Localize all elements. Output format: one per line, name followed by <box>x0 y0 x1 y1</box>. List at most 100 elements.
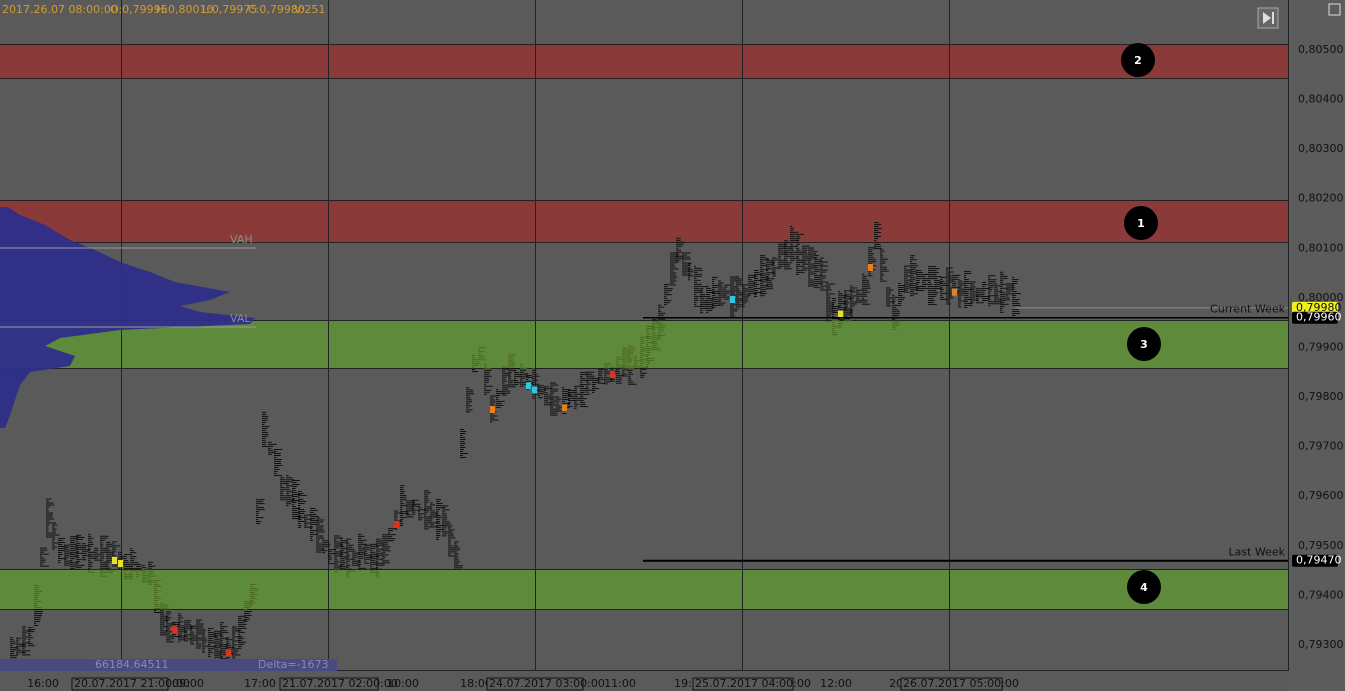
cluster-tick <box>376 552 383 554</box>
cluster-tick <box>100 569 104 571</box>
cluster-tick <box>652 349 661 351</box>
cluster-tick <box>16 647 19 649</box>
date-box <box>692 677 794 691</box>
cluster-tick <box>988 295 997 297</box>
cluster-tick <box>886 287 891 289</box>
cluster-tick <box>286 489 290 491</box>
cluster-tick <box>628 377 632 379</box>
window-button[interactable] <box>1328 3 1341 16</box>
cluster-tick <box>886 293 891 295</box>
cluster-tick <box>910 255 916 257</box>
cluster-tick <box>124 566 133 568</box>
cluster-tick <box>796 271 805 273</box>
cluster-tick <box>280 485 283 487</box>
cluster-tick <box>898 295 903 297</box>
cluster-tick <box>772 269 776 271</box>
cluster-tick <box>928 266 936 268</box>
cluster-tick <box>520 383 529 385</box>
cluster-tick <box>826 303 834 305</box>
cluster-tick <box>694 287 700 289</box>
cluster-tick <box>598 370 603 372</box>
cluster-tick <box>364 544 371 546</box>
cluster-tick <box>658 312 666 314</box>
cluster-tick <box>424 526 433 528</box>
cluster-tick <box>388 532 391 534</box>
cluster-tick <box>940 288 945 290</box>
cluster-tick <box>628 367 637 369</box>
cluster-tick <box>160 624 165 626</box>
cluster-tick <box>448 539 451 541</box>
cluster-tick <box>562 387 565 389</box>
cluster-tick <box>298 516 307 518</box>
cluster-tick <box>820 269 828 271</box>
cluster-tick <box>178 641 181 643</box>
cluster-tick <box>850 311 853 313</box>
cluster-tick <box>442 521 450 523</box>
cluster-tick <box>784 266 791 268</box>
cluster-tick <box>712 296 718 298</box>
cluster-tick <box>700 300 708 302</box>
cluster-tick <box>616 374 624 376</box>
cluster-tick <box>316 547 322 549</box>
cluster-tick <box>484 377 489 379</box>
cluster-tick <box>88 549 91 551</box>
cluster-tick <box>700 298 705 300</box>
cluster-tick <box>208 646 217 648</box>
cluster-tick <box>622 371 625 373</box>
cluster-tick <box>28 639 31 641</box>
cluster-tick <box>34 593 40 595</box>
cluster-tick <box>484 375 492 377</box>
cluster-tick <box>646 339 649 341</box>
cluster-tick <box>448 547 457 549</box>
cluster-tick <box>460 435 463 437</box>
cluster-tick <box>292 500 300 502</box>
cluster-tick <box>184 630 188 632</box>
cluster-tick <box>88 559 91 561</box>
cluster-tick <box>808 255 814 257</box>
cluster-tick <box>568 392 576 394</box>
cluster-tick <box>976 290 982 292</box>
zone-marker <box>1127 327 1161 361</box>
cluster-tick <box>892 298 896 300</box>
cluster-tick <box>508 360 514 362</box>
cluster-tick <box>358 549 364 551</box>
cluster-tick <box>592 392 595 394</box>
cluster-tick <box>502 372 511 374</box>
cluster-tick <box>910 269 916 271</box>
cluster-tick <box>844 314 851 316</box>
cluster-tick <box>724 296 730 298</box>
cluster-tick <box>832 334 838 336</box>
cluster-tick <box>334 567 341 569</box>
cluster-tick <box>232 638 235 640</box>
cluster-tick <box>286 487 289 489</box>
zone-marker <box>1121 43 1155 77</box>
cluster-tick <box>160 628 164 630</box>
cluster-tick <box>376 564 384 566</box>
cluster-tick <box>214 634 223 636</box>
cluster-tick <box>976 288 983 290</box>
cluster-tick <box>136 576 139 578</box>
cluster-tick <box>532 385 540 387</box>
cluster-tick <box>424 500 430 502</box>
cluster-tick <box>652 343 658 345</box>
cluster-tick <box>940 286 943 288</box>
cluster-tick <box>508 378 512 380</box>
cluster-tick <box>466 399 472 401</box>
cluster-tick <box>280 495 286 497</box>
cluster-tick <box>88 569 91 571</box>
cluster-tick <box>400 501 403 503</box>
cluster-tick <box>874 244 881 246</box>
cluster-tick <box>316 539 320 541</box>
cluster-tick <box>334 553 343 555</box>
cluster-tick <box>364 552 368 554</box>
cluster-tick <box>220 644 228 646</box>
cluster-tick <box>232 654 241 656</box>
cluster-tick <box>934 276 942 278</box>
cluster-tick <box>916 283 919 285</box>
cluster-tick <box>178 615 182 617</box>
play-button[interactable] <box>1257 7 1279 29</box>
cluster-tick <box>244 608 247 610</box>
cluster-tick <box>898 283 901 285</box>
cluster-tick <box>844 302 850 304</box>
cluster-tick <box>628 381 634 383</box>
